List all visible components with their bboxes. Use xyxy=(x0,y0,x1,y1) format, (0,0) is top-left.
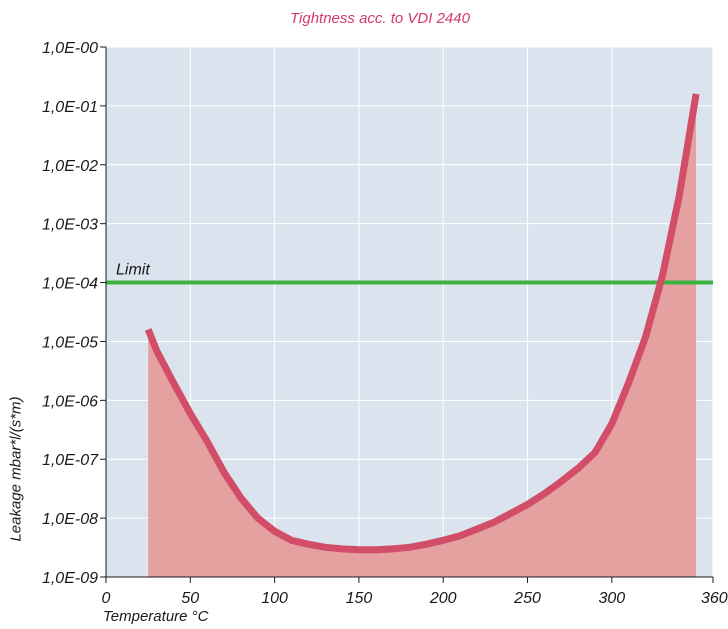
x-tick-label: 100 xyxy=(261,590,288,607)
leakage-area xyxy=(148,93,697,578)
y-tick-label: 1,0E-08 xyxy=(42,511,98,528)
x-tick-label: 250 xyxy=(513,590,541,607)
x-tick-label: 200 xyxy=(429,590,457,607)
y-tick-label: 1,0E-03 xyxy=(42,217,98,234)
leakage-curve xyxy=(144,93,700,554)
x-tick-label: 150 xyxy=(346,590,373,607)
y-tick-label: 1,0E-07 xyxy=(42,452,99,469)
y-tick-label: 1,0E-05 xyxy=(42,334,98,351)
y-tick-label: 1,0E-02 xyxy=(42,158,98,175)
y-tick-label: 1,0E-09 xyxy=(42,570,98,587)
x-tick-label: 0 xyxy=(102,590,111,607)
x-tick-label: 50 xyxy=(181,590,199,607)
limit-label: Limit xyxy=(116,262,150,279)
y-tick-label: 1,0E-06 xyxy=(42,393,98,410)
y-tick-label: 1,0E-00 xyxy=(42,40,98,57)
x-tick-label: 300 xyxy=(598,590,625,607)
y-tick-label: 1,0E-04 xyxy=(42,276,98,293)
x-axis-label: Temperature °C xyxy=(103,608,209,625)
y-tick-label: 1,0E-01 xyxy=(42,99,98,116)
chart-title: Tightness acc. to VDI 2440 xyxy=(290,10,470,27)
x-tick-label: 360 xyxy=(701,590,728,607)
